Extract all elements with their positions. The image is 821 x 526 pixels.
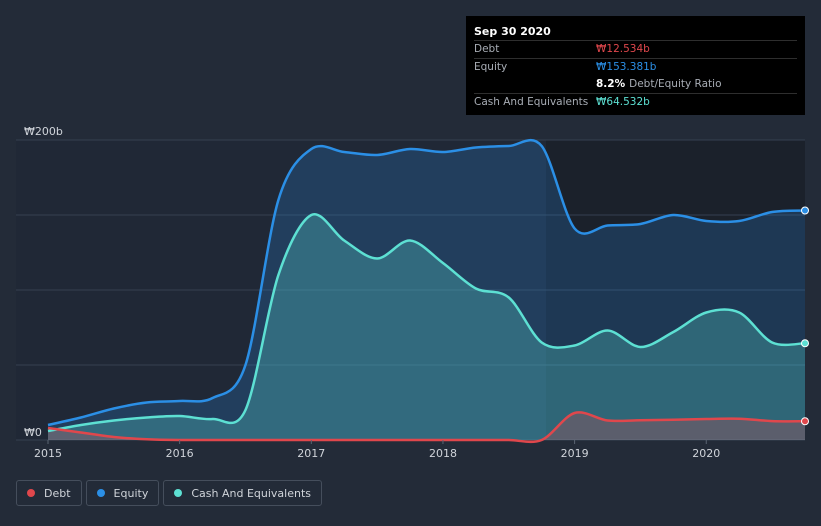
- legend-item-cash[interactable]: Cash And Equivalents: [163, 480, 322, 506]
- x-tick-label: 2020: [692, 447, 720, 460]
- x-tick-label: 2018: [429, 447, 457, 460]
- x-tick-label: 2017: [297, 447, 325, 460]
- x-tick-label: 2019: [561, 447, 589, 460]
- x-tick-label: 2015: [34, 447, 62, 460]
- series-areas: [48, 140, 805, 442]
- tooltip-equity-value: ₩153.381b: [596, 61, 657, 73]
- equity-area: [48, 140, 805, 440]
- tooltip-row-debt: Debt ₩12.534b: [474, 40, 797, 58]
- legend-equity-label: Equity: [113, 486, 149, 500]
- legend-item-equity[interactable]: Equity: [85, 480, 160, 506]
- legend: Debt Equity Cash And Equivalents: [16, 480, 322, 506]
- cash-area: [48, 214, 805, 440]
- legend-debt-label: Debt: [44, 486, 71, 500]
- equity-dot-icon: [96, 489, 105, 497]
- debt-endpoint: [801, 417, 809, 426]
- series-lines: [47, 138, 806, 444]
- tooltip-date: Sep 30 2020: [474, 25, 551, 38]
- tooltip-panel: Sep 30 2020 Debt ₩12.534b Equity ₩153.38…: [466, 16, 805, 115]
- series-endpoints: [801, 206, 809, 426]
- equity-endpoint: [801, 206, 809, 215]
- x-tick-label: 2016: [166, 447, 194, 460]
- tooltip-row-cash: Cash And Equivalents ₩64.532b: [474, 93, 797, 111]
- cash-endpoint: [801, 339, 809, 348]
- y-tick-label: ₩0: [24, 426, 42, 439]
- tooltip-row-ratio: 8.2% Debt/Equity Ratio: [474, 76, 797, 93]
- legend-item-debt[interactable]: Debt: [16, 480, 82, 506]
- y-axis-ticks: ₩0 ₩200b: [24, 125, 63, 439]
- legend-cash-label: Cash And Equivalents: [191, 486, 311, 500]
- tooltip-row-equity: Equity ₩153.381b: [474, 58, 797, 76]
- y-tick-label: ₩200b: [24, 125, 63, 138]
- tooltip-debt-value: ₩12.534b: [596, 43, 650, 55]
- tooltip-cash-label: Cash And Equivalents: [474, 96, 589, 108]
- equity-line: [47, 138, 806, 427]
- debt-area: [48, 412, 805, 442]
- tooltip-debt-label: Debt: [474, 43, 500, 55]
- cash-line: [47, 212, 806, 433]
- tooltip-ratio-value: 8.2%: [596, 78, 626, 90]
- debt-dot-icon: [27, 489, 35, 497]
- tooltip-cash-value: ₩64.532b: [596, 96, 650, 108]
- debt-line: [47, 411, 806, 444]
- x-axis-ticks: 2015 2016 2017 2018 2019 2020: [34, 440, 720, 460]
- tooltip-equity-label: Equity: [474, 61, 508, 73]
- cash-dot-icon: [174, 489, 183, 497]
- tooltip-ratio-label: Debt/Equity Ratio: [629, 78, 722, 90]
